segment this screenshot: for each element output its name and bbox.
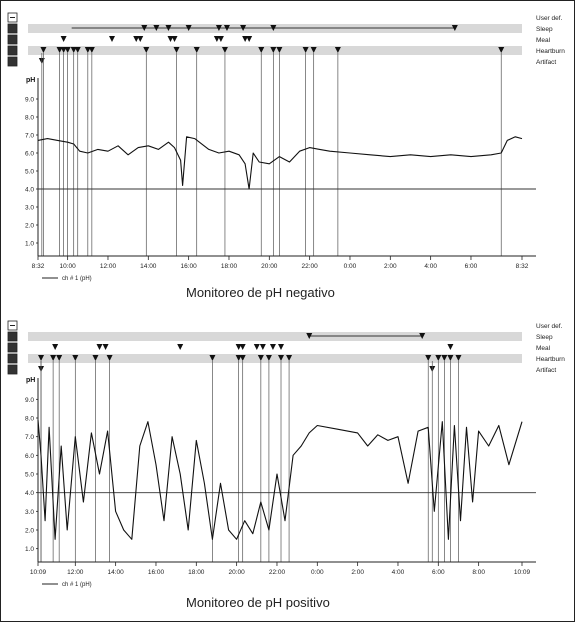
sleep-marker <box>215 25 222 31</box>
meal-marker <box>133 36 140 42</box>
y-tick-label: 4.0 <box>25 187 34 194</box>
x-tick-label: 14:00 <box>140 263 157 270</box>
heartburn-marker <box>60 47 67 53</box>
event-row-label: Heartburn <box>536 48 565 55</box>
heartburn-icon <box>7 45 18 56</box>
heartburn-marker <box>143 47 150 53</box>
heartburn-marker <box>40 47 47 53</box>
meal-marker <box>246 36 253 42</box>
x-tick-label: 18:00 <box>221 263 238 270</box>
y-axis-label: pH <box>26 77 35 84</box>
sleep-marker <box>240 25 247 31</box>
x-tick-label: 6:00 <box>465 263 478 270</box>
meal-icon <box>7 34 18 45</box>
artifact-icon <box>7 56 18 67</box>
meal-marker <box>60 36 67 42</box>
y-tick-label: 8.0 <box>25 115 34 122</box>
meal-marker <box>242 36 249 42</box>
x-tick-label: 12:00 <box>100 263 117 270</box>
meal-marker <box>109 36 116 42</box>
sleep-marker <box>141 25 148 31</box>
event-row-label: Meal <box>536 37 551 44</box>
event-row-label: User def. <box>536 15 563 22</box>
sleep-icon <box>7 23 18 34</box>
sleep-marker <box>451 25 458 31</box>
heartburn-marker <box>173 47 180 53</box>
event-row-label: Artifact <box>536 59 556 66</box>
meal-marker <box>213 36 220 42</box>
x-tick-label: 22:00 <box>302 263 319 270</box>
sleep-marker <box>153 25 160 31</box>
heartburn-marker <box>270 47 277 53</box>
heartburn-marker <box>84 47 91 53</box>
heartburn-marker <box>193 47 200 53</box>
y-tick-label: 9.0 <box>25 97 34 104</box>
heartburn-marker <box>498 47 505 53</box>
x-tick-label: 8:32 <box>516 263 529 270</box>
heartburn-marker <box>64 47 71 53</box>
x-tick-label: 0:00 <box>344 263 357 270</box>
meal-marker <box>171 36 178 42</box>
y-tick-label: 7.0 <box>25 133 34 140</box>
sleep-marker <box>165 25 172 31</box>
legend-label: ch # 1 (pH) <box>62 276 92 282</box>
heartburn-marker <box>88 47 95 53</box>
caption-negative: Monitoreo de pH negativo <box>186 285 335 300</box>
sleep-marker <box>270 25 277 31</box>
caption-positive: Monitoreo de pH positivo <box>186 595 330 610</box>
sleep-marker <box>185 25 192 31</box>
y-tick-label: 1.0 <box>25 241 34 248</box>
heartburn-marker <box>74 47 81 53</box>
heartburn-marker <box>302 47 309 53</box>
y-tick-label: 3.0 <box>25 205 34 212</box>
event-row-label: Sleep <box>536 26 553 33</box>
heartburn-marker <box>276 47 283 53</box>
event-band-heartburn <box>28 46 522 55</box>
x-tick-label: 20:00 <box>261 263 278 270</box>
meal-marker <box>217 36 224 42</box>
meal-marker <box>137 36 144 42</box>
heartburn-marker <box>70 47 77 53</box>
ph-trace-series <box>37 136 523 190</box>
heartburn-marker <box>258 47 265 53</box>
heartburn-marker <box>56 47 63 53</box>
heartburn-marker <box>310 47 317 53</box>
heartburn-marker <box>221 47 228 53</box>
x-tick-label: 8:32 <box>32 263 45 270</box>
y-tick-label: 5.0 <box>25 169 34 176</box>
heartburn-marker <box>334 47 341 53</box>
sleep-marker <box>223 25 230 31</box>
x-tick-label: 10:00 <box>60 263 77 270</box>
x-tick-label: 16:00 <box>181 263 198 270</box>
x-tick-label: 2:00 <box>384 263 397 270</box>
meal-marker <box>167 36 174 42</box>
y-tick-label: 6.0 <box>25 151 34 158</box>
x-tick-label: 4:00 <box>424 263 437 270</box>
y-tick-label: 2.0 <box>25 223 34 230</box>
